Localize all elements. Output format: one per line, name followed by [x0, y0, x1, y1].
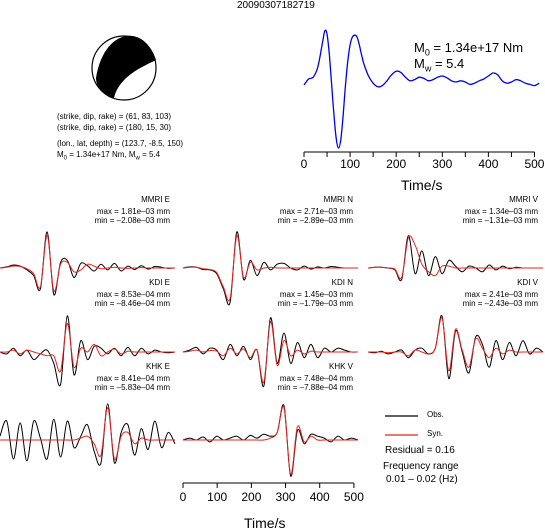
panel-station-label: KDI N — [331, 278, 353, 287]
frequency-range-value: 0.01 – 0.02 (Hz) — [386, 474, 458, 485]
stf-xlabel: Time/s — [401, 177, 443, 193]
waveform-xlabel: Time/s — [244, 515, 286, 531]
waveform-synthetic — [0, 235, 175, 292]
focal-mechanism-beachball — [91, 35, 157, 101]
panel-min-label: min = –2.08e–03 mm — [94, 216, 170, 225]
panel-max-label: max = 2.71e–03 mm — [279, 207, 353, 216]
panel-min-label: min = –8.46e–04 mm — [94, 299, 170, 308]
stf-x-tick-label: 100 — [340, 157, 360, 171]
panel-max-label: max = 8.41e–04 mm — [96, 374, 170, 383]
waveform-observed — [182, 317, 359, 387]
waveform-synthetic — [0, 322, 175, 373]
stf-m0-label: M0 = 1.34e+17 Nm — [414, 40, 524, 58]
waveform-synthetic — [367, 235, 543, 280]
stf-x-tick-label: 200 — [386, 157, 406, 171]
source-time-function-plot: 0 100 200 300 400 500 — [301, 29, 545, 171]
panel-max-label: max = 7.48e–04 mm — [279, 374, 353, 383]
panel-station-label: KHK V — [328, 362, 353, 371]
beachball-compressional-quadrant — [96, 35, 156, 98]
stf-x-tick-label: 500 — [524, 157, 544, 171]
panel-station-label: KDI E — [149, 278, 170, 287]
waveform-x-tick-label: 200 — [241, 490, 261, 504]
focal-params-line1: (strike, dip, rake) = (61, 83, 103) — [57, 112, 172, 121]
waveform-synthetic — [367, 317, 543, 372]
panel-min-label: min = –1.79e–03 mm — [277, 299, 353, 308]
waveform-x-tick-label: 0 — [180, 490, 187, 504]
waveform-time-axis: 0 100 200 300 400 500 — [180, 482, 364, 504]
frequency-range-label: Frequency range — [383, 461, 459, 472]
waveform-panels — [0, 231, 544, 477]
waveform-observed — [367, 315, 544, 380]
waveform-observed — [182, 404, 359, 477]
panel-station-label: KHK E — [145, 362, 170, 371]
figure-title: 20090307182719 — [237, 0, 315, 11]
panel-min-label: min = –2.43e–03 mm — [462, 299, 538, 308]
focal-params-line3: (lon., lat, depth) = (123.7, -8.5, 150) — [57, 139, 184, 148]
waveform-synthetic — [183, 406, 358, 475]
panel-max-label: max = 1.81e–03 mm — [96, 207, 170, 216]
legend-obs-label: Obs. — [427, 410, 444, 419]
panel-max-label: max = 8.53e–04 mm — [96, 290, 170, 299]
stf-mw-label: Mw = 5.4 — [414, 56, 465, 74]
stf-x-tick-label: 0 — [301, 157, 308, 171]
panel-station-label: MMRI V — [509, 195, 538, 204]
panel-min-label: min = –7.88e–04 mm — [277, 383, 353, 392]
waveform-observed — [367, 235, 543, 282]
waveform-observed — [0, 403, 176, 466]
panel-max-label: max = 2.41e–03 mm — [464, 290, 538, 299]
waveform-x-tick-label: 100 — [207, 490, 227, 504]
focal-params-line2: (strike, dip, rake) = (180, 15, 30) — [57, 123, 172, 132]
waveform-x-tick-label: 400 — [310, 490, 330, 504]
focal-params-line4: M0 = 1.34e+17 Nm, Mw = 5.4 — [57, 150, 161, 162]
residual-label: Residual = 0.16 — [385, 445, 455, 456]
panel-station-label: MMRI E — [141, 195, 170, 204]
panel-max-label: max = 1.34e–03 mm — [464, 207, 538, 216]
stf-curve — [303, 29, 540, 149]
panel-station-label: MMRI N — [323, 195, 353, 204]
legend-swatches — [385, 415, 418, 436]
panel-min-label: min = –2.89e–03 mm — [277, 216, 353, 225]
panel-min-label: min = –5.83e–04 mm — [94, 383, 170, 392]
legend-syn-label: Syn. — [427, 429, 444, 438]
stf-x-tick-label: 300 — [432, 157, 452, 171]
waveform-x-tick-label: 500 — [344, 490, 364, 504]
panel-min-label: min = –1.31e–03 mm — [462, 216, 538, 225]
waveform-observed — [182, 231, 358, 306]
panel-max-label: max = 1.45e–03 mm — [279, 290, 353, 299]
panel-station-label: KDI V — [517, 278, 538, 287]
stf-x-tick-label: 400 — [478, 157, 498, 171]
waveform-synthetic — [0, 407, 175, 461]
waveform-synthetic — [182, 235, 358, 302]
waveform-synthetic — [182, 321, 358, 384]
waveform-x-tick-label: 300 — [276, 490, 296, 504]
